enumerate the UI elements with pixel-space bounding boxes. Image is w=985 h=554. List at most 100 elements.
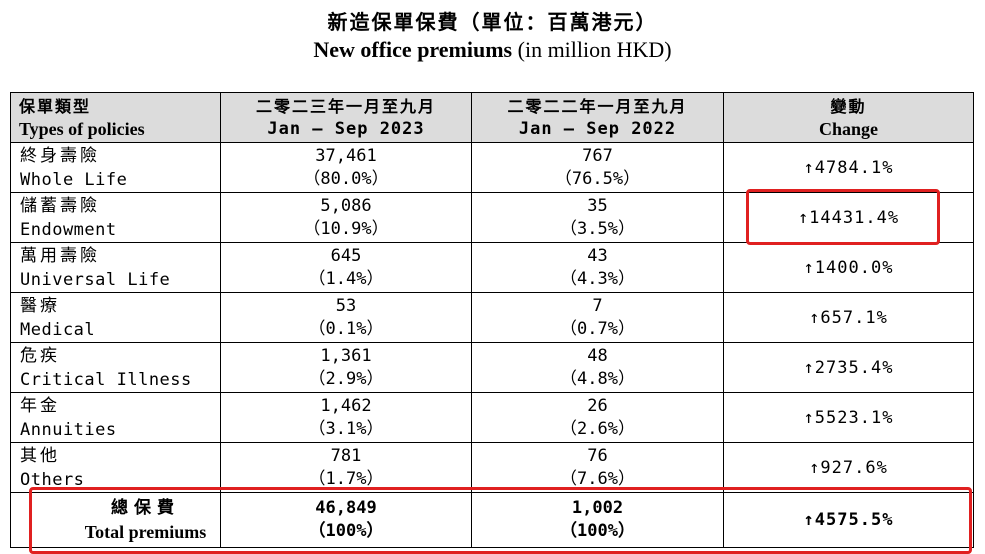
policy-name-en: Others [20,469,85,490]
table-row: 萬用壽險 Universal Life 645 （1.4%） 43 （4.3%）… [10,242,974,293]
amount: 35 [587,195,608,216]
header-en: Jan – Sep 2023 [267,118,425,139]
change-value: ↑657.1% [809,307,888,328]
change-value: ↑4784.1% [803,157,894,178]
row-value-2023: 53 （0.1%） [220,292,472,343]
header-zh: 二零二三年一月至九月 [255,96,436,116]
title-en-bold: New office premiums [313,37,513,62]
total-value-2023: 46,849 （100%） [220,492,472,548]
share-percent: （100%） [308,521,384,541]
row-change: ↑2735.4% [723,342,974,393]
row-value-2022: 76 （7.6%） [471,442,724,493]
row-value-2022: 48 （4.8%） [471,342,724,393]
share-percent: （80.0%） [303,168,389,189]
premiums-table: 保單類型 Types of policies 二零二三年一月至九月 Jan – … [10,92,974,548]
policy-name-zh: 終身壽險 [20,145,100,166]
row-change: ↑657.1% [723,292,974,343]
page-title-en: New office premiums (in million HKD) [0,37,985,63]
amount: 53 [335,295,357,316]
row-change: ↑1400.0% [723,242,974,293]
table-row: 危疾 Critical Illness 1,361 （2.9%） 48 （4.8… [10,342,974,393]
row-policy-type: 萬用壽險 Universal Life [10,242,221,293]
policy-name-en: Whole Life [20,169,128,190]
table-row: 儲蓄壽險 Endowment 5,086 （10.9%） 35 （3.5%） ↑… [10,192,974,243]
policy-name-zh: 年金 [20,395,60,416]
amount: 767 [582,145,613,166]
share-percent: （1.7%） [308,468,384,489]
change-value: ↑14431.4% [797,207,900,228]
table-row: 其他 Others 781 （1.7%） 76 （7.6%） ↑927.6% [10,442,974,493]
header-row: 保單類型 Types of policies 二零二三年一月至九月 Jan – … [10,92,974,143]
row-value-2023: 1,462 （3.1%） [220,392,472,443]
page-title-zh: 新造保單保費（單位：百萬港元） [327,10,658,34]
header-policy-type: 保單類型 Types of policies [10,92,221,143]
share-percent: （2.6%） [560,418,635,439]
share-percent: （100%） [560,521,635,541]
amount: 5,086 [320,195,372,216]
header-2023: 二零二三年一月至九月 Jan – Sep 2023 [220,92,472,143]
row-policy-type: 年金 Annuities [10,392,221,443]
policy-name-en: Medical [20,319,96,340]
share-percent: （3.1%） [308,418,384,439]
policy-name-zh: 其他 [20,445,60,466]
row-change: ↑14431.4% [723,192,974,243]
policy-name-zh: 總保費 [111,498,180,518]
row-policy-type: 醫療 Medical [10,292,221,343]
change-value: ↑1400.0% [803,257,894,278]
row-change: ↑5523.1% [723,392,974,443]
row-value-2023: 37,461 （80.0%） [220,142,472,193]
amount: 781 [330,445,362,466]
row-change: ↑4784.1% [723,142,974,193]
policy-name-en: Universal Life [20,269,171,290]
amount: 645 [330,245,362,266]
amount: 1,462 [320,395,372,416]
share-percent: （10.9%） [303,218,389,239]
policy-name-en: Critical Illness [20,369,192,390]
row-policy-type: 危疾 Critical Illness [10,342,221,393]
header-zh: 保單類型 [19,96,92,116]
share-percent: （76.5%） [554,168,641,189]
row-policy-type: 其他 Others [10,442,221,493]
row-value-2022: 7 （0.7%） [471,292,724,343]
amount: 48 [587,345,608,366]
total-change: ↑4575.5% [723,492,974,548]
amount: 1,002 [571,498,624,518]
title-en-unit: (in million HKD) [512,37,672,62]
change-value: ↑4575.5% [803,510,894,530]
table-row: 終身壽險 Whole Life 37,461 （80.0%） 767 （76.5… [10,142,974,193]
row-value-2023: 781 （1.7%） [220,442,472,493]
policy-name-zh: 萬用壽險 [20,245,100,266]
total-row: 總保費 Total premiums 46,849 （100%） 1,002 （… [10,492,974,548]
amount: 43 [587,245,608,266]
amount: 7 [592,295,603,316]
header-en: Jan – Sep 2022 [518,118,677,139]
row-value-2022: 26 （2.6%） [471,392,724,443]
amount: 37,461 [315,145,377,166]
header-en: Types of policies [19,118,145,139]
table-row: 年金 Annuities 1,462 （3.1%） 26 （2.6%） ↑552… [10,392,974,443]
policy-name-en: Endowment [20,219,117,240]
table-row: 醫療 Medical 53 （0.1%） 7 （0.7%） ↑657.1% [10,292,974,343]
header-zh: 變動 [830,96,867,116]
amount: 26 [587,395,608,416]
row-change: ↑927.6% [723,442,974,493]
row-value-2022: 767 （76.5%） [471,142,724,193]
share-percent: （7.6%） [560,468,635,489]
change-value: ↑927.6% [809,457,888,478]
share-percent: （2.9%） [308,368,384,389]
row-policy-type: 儲蓄壽險 Endowment [10,192,221,243]
header-change: 變動 Change [723,92,974,143]
total-value-2022: 1,002 （100%） [471,492,724,548]
amount: 1,361 [320,345,372,366]
policy-name-zh: 醫療 [20,295,60,316]
share-percent: （3.5%） [560,218,635,239]
row-value-2022: 43 （4.3%） [471,242,724,293]
header-zh: 二零二二年一月至九月 [507,96,688,116]
policy-name-zh: 危疾 [20,345,60,366]
share-percent: （4.8%） [560,368,635,389]
total-policy-type: 總保費 Total premiums [10,492,221,548]
amount: 76 [587,445,608,466]
row-value-2023: 5,086 （10.9%） [220,192,472,243]
header-en: Change [818,118,878,139]
row-policy-type: 終身壽險 Whole Life [10,142,221,193]
